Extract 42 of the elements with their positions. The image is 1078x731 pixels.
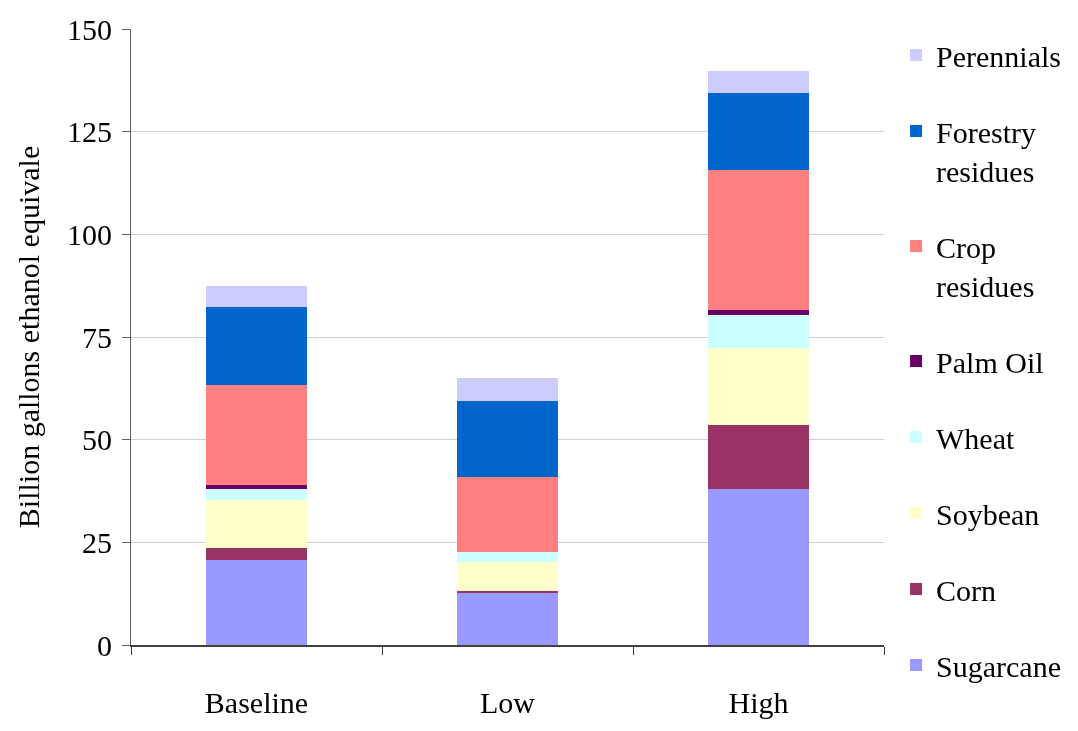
y-tick-label: 25 <box>81 525 112 559</box>
y-tick-label: 150 <box>66 12 112 46</box>
bar <box>205 548 308 560</box>
legend-label: Perennials <box>936 39 1062 73</box>
legend-label: Sugarcane <box>936 649 1061 683</box>
legend-label: Forestry residues <box>936 115 1037 188</box>
bar <box>707 425 810 489</box>
bar <box>205 488 308 501</box>
x-tick-label: Baseline <box>204 685 309 719</box>
bar <box>456 552 559 562</box>
y-axis-title: Billion gallons ethanol equivale <box>11 145 45 529</box>
bar <box>205 307 308 385</box>
legend-label: Wheat <box>936 421 1015 455</box>
bar <box>707 488 810 645</box>
y-tick-label: 100 <box>66 217 112 251</box>
y-tick-label: 50 <box>81 423 112 457</box>
bar <box>205 484 308 489</box>
bar <box>707 310 810 316</box>
legend-label: Soybean <box>936 497 1040 531</box>
legend-label: Crop residues <box>936 230 1035 303</box>
bar <box>456 561 559 591</box>
bar <box>707 92 810 170</box>
bar <box>456 590 559 593</box>
bar <box>707 71 810 93</box>
legend-label: Palm Oil <box>936 345 1044 379</box>
legend-label: Corn <box>936 573 997 607</box>
bar <box>707 315 810 349</box>
y-tick-label: 0 <box>96 628 112 662</box>
bar <box>205 384 308 485</box>
bar <box>205 500 308 549</box>
bar <box>456 477 559 553</box>
y-tick-label: 75 <box>81 320 112 354</box>
x-tick-label: High <box>728 685 789 719</box>
bar <box>456 400 559 478</box>
y-tick-label: 125 <box>66 115 112 149</box>
bar <box>456 378 559 401</box>
bar <box>205 559 308 645</box>
bar <box>707 169 810 311</box>
bar <box>456 592 559 645</box>
bar <box>707 348 810 426</box>
x-tick-label: Low <box>480 685 536 719</box>
bar <box>205 286 308 308</box>
